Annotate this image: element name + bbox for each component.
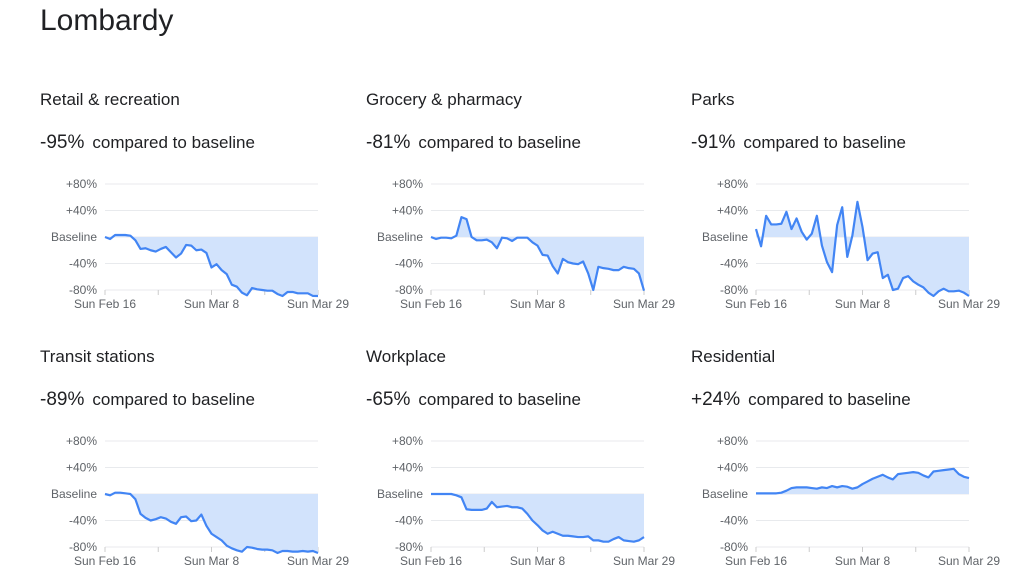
y-tick-label: -80% [395, 540, 423, 554]
headline-value: -89% [40, 389, 84, 410]
y-tick-label: -80% [69, 540, 97, 554]
chart-title: Grocery & pharmacy [366, 90, 522, 110]
x-tick-label: Sun Mar 29 [938, 554, 1000, 568]
chart-headline: -65% compared to baseline [366, 389, 581, 411]
headline-suffix: compared to baseline [92, 133, 255, 152]
y-tick-label: +80% [66, 434, 97, 448]
chart-title: Workplace [366, 347, 446, 367]
x-tick-label: Sun Mar 29 [287, 297, 349, 311]
chart-svg: +80% +40% Baseline -40% -80%Sun Feb 16 Sun Ma… [40, 160, 320, 320]
y-tick-label: +80% [717, 177, 748, 191]
y-tick-label: -80% [720, 540, 748, 554]
x-tick-label: Sun Mar 8 [510, 554, 566, 568]
y-tick-label: -80% [69, 283, 97, 297]
chart-svg: +80% +40% Baseline -40% -80%Sun Feb 16 Sun Ma… [366, 160, 646, 320]
chart-panel: Residential +24% compared to baseline +80%… [691, 347, 991, 587]
y-tick-label: Baseline [51, 230, 97, 244]
y-tick-label: +40% [392, 461, 423, 475]
y-tick-label: -80% [720, 283, 748, 297]
x-tick-label: Sun Mar 29 [613, 554, 675, 568]
chart-headline: -89% compared to baseline [40, 389, 255, 411]
x-tick-label: Sun Mar 29 [287, 554, 349, 568]
chart-headline: +24% compared to baseline [691, 389, 911, 411]
y-tick-label: +40% [66, 204, 97, 218]
y-tick-label: +40% [392, 204, 423, 218]
y-tick-label: -40% [395, 514, 423, 528]
chart-panel: Transit stations -89% compared to baselin… [40, 347, 340, 587]
x-tick-label: Sun Feb 16 [400, 554, 462, 568]
chart-headline: -81% compared to baseline [366, 132, 581, 154]
x-tick-label: Sun Mar 29 [613, 297, 675, 311]
x-tick-label: Sun Mar 8 [184, 297, 240, 311]
y-tick-label: -80% [395, 283, 423, 297]
y-tick-label: Baseline [51, 487, 97, 501]
area-fill [431, 217, 644, 291]
chart-panel: Grocery & pharmacy -81% compared to basel… [366, 90, 666, 330]
chart-title: Parks [691, 90, 734, 110]
chart-svg: +80% +40% Baseline -40% -80%Sun Feb 16 Sun Ma… [40, 417, 320, 577]
y-tick-label: +40% [717, 461, 748, 475]
x-tick-label: Sun Feb 16 [74, 554, 136, 568]
x-tick-label: Sun Mar 8 [835, 554, 891, 568]
headline-suffix: compared to baseline [92, 390, 255, 409]
y-tick-label: -40% [720, 514, 748, 528]
y-tick-label: -40% [69, 514, 97, 528]
chart-title: Transit stations [40, 347, 155, 367]
x-tick-label: Sun Feb 16 [725, 297, 787, 311]
chart-panel: Workplace -65% compared to baseline +80% +4… [366, 347, 666, 587]
headline-suffix: compared to baseline [748, 390, 911, 409]
headline-suffix: compared to baseline [418, 390, 581, 409]
y-tick-label: Baseline [377, 487, 423, 501]
y-tick-label: -40% [720, 257, 748, 271]
headline-value: -81% [366, 132, 410, 153]
page-title: Lombardy [40, 4, 173, 38]
headline-value: -91% [691, 132, 735, 153]
y-tick-label: +80% [392, 434, 423, 448]
chart-svg: +80% +40% Baseline -40% -80%Sun Feb 16 Sun Ma… [691, 417, 971, 577]
y-tick-label: Baseline [377, 230, 423, 244]
x-tick-label: Sun Feb 16 [74, 297, 136, 311]
chart-panel: Parks -91% compared to baseline +80% +40% Ba… [691, 90, 991, 330]
y-tick-label: +80% [66, 177, 97, 191]
chart-headline: -95% compared to baseline [40, 132, 255, 154]
x-tick-label: Sun Mar 8 [184, 554, 240, 568]
headline-suffix: compared to baseline [418, 133, 581, 152]
headline-value: -95% [40, 132, 84, 153]
chart-panel: Retail & recreation -95% compared to base… [40, 90, 340, 330]
y-tick-label: Baseline [702, 230, 748, 244]
chart-title: Retail & recreation [40, 90, 180, 110]
headline-value: -65% [366, 389, 410, 410]
chart-svg: +80% +40% Baseline -40% -80%Sun Feb 16 Sun Ma… [691, 160, 971, 320]
x-tick-label: Sun Mar 8 [835, 297, 891, 311]
y-tick-label: +80% [717, 434, 748, 448]
y-tick-label: +40% [66, 461, 97, 475]
x-tick-label: Sun Feb 16 [400, 297, 462, 311]
y-tick-label: +40% [717, 204, 748, 218]
chart-svg: +80% +40% Baseline -40% -80%Sun Feb 16 Sun Ma… [366, 417, 646, 577]
x-tick-label: Sun Mar 29 [938, 297, 1000, 311]
headline-suffix: compared to baseline [743, 133, 906, 152]
x-tick-label: Sun Feb 16 [725, 554, 787, 568]
y-tick-label: -40% [395, 257, 423, 271]
headline-value: +24% [691, 389, 740, 410]
y-tick-label: -40% [69, 257, 97, 271]
y-tick-label: Baseline [702, 487, 748, 501]
y-tick-label: +80% [392, 177, 423, 191]
x-tick-label: Sun Mar 8 [510, 297, 566, 311]
chart-headline: -91% compared to baseline [691, 132, 906, 154]
chart-title: Residential [691, 347, 775, 367]
